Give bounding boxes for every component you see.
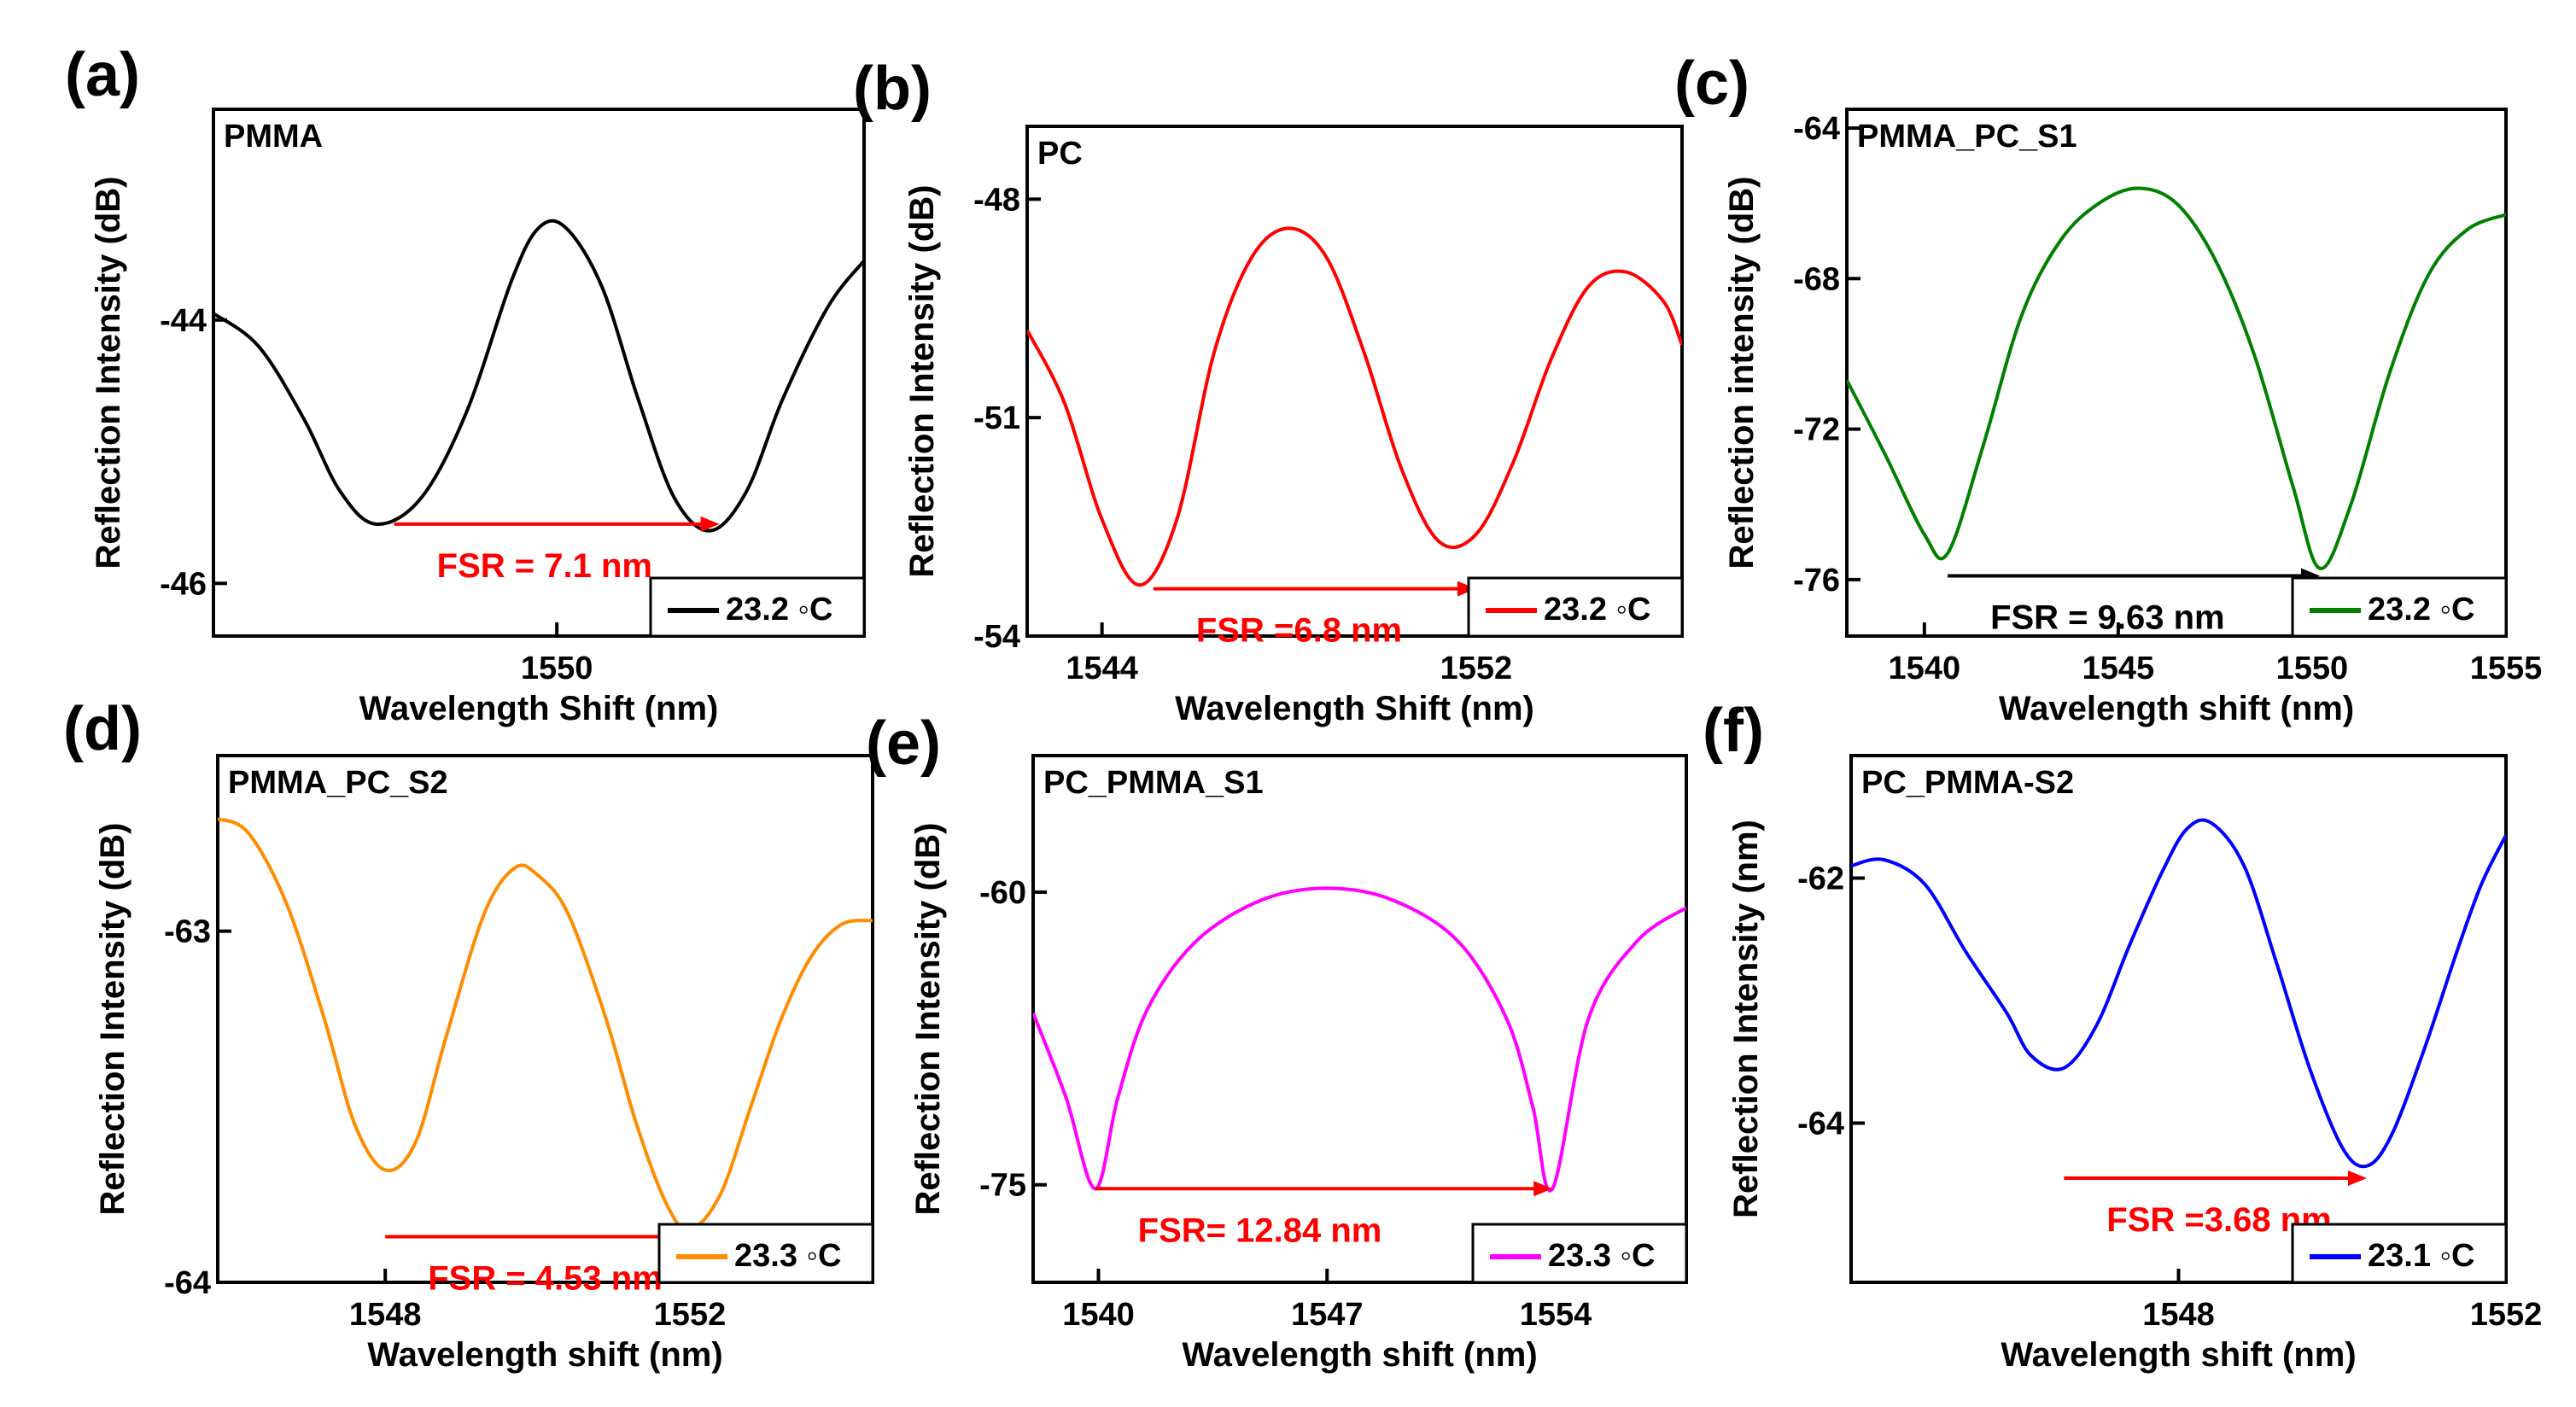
- x-axis-label: Wavelength shift (nm): [1182, 1336, 1537, 1374]
- x-tick-label: 1554: [1520, 1297, 1592, 1333]
- chart-title: PMMA: [224, 119, 323, 155]
- plot-frame: [1845, 108, 2508, 638]
- panel-label: (e): [866, 709, 941, 778]
- fsr-arrow-head: [2348, 1171, 2368, 1187]
- chart-panel-4: (d) PMMA_PC_S2 1548 1552 -63 -64 Wavelength sh…: [63, 695, 874, 1374]
- y-axis-label: Reflection Intensity (dB): [94, 822, 131, 1215]
- series-line: [213, 219, 864, 533]
- chart-panel-6: (f) PC_PMMA-S2 1548 1552 -62 -64 Wavelength sh…: [1703, 697, 2542, 1374]
- y-tick-label: -64: [1793, 111, 1840, 147]
- panel-label: (c): [1674, 50, 1749, 118]
- chart-panel-5: (e) PC_PMMA_S1 1540 1547 1554 -60 -75 Wavelengt…: [866, 709, 1688, 1374]
- x-tick-label: 1555: [2470, 651, 2543, 686]
- legend-box: [649, 576, 866, 638]
- y-tick-label: -64: [164, 1265, 211, 1301]
- chart-title: PC_PMMA_S1: [1043, 765, 1264, 801]
- x-tick-label: 1545: [2082, 651, 2155, 686]
- panel-label: (f): [1703, 697, 1764, 765]
- legend: 23.3 ◦C: [1471, 1223, 1688, 1284]
- chart-title: PMMA_PC_S1: [1857, 119, 2077, 155]
- x-axis-label: Wavelength shift (nm): [2001, 1336, 2356, 1374]
- panel-label: (b): [853, 55, 932, 123]
- series-line: [218, 817, 873, 1232]
- plot-frame: [216, 754, 874, 1284]
- y-tick-label: -64: [1797, 1106, 1844, 1141]
- fsr-annotation: FSR= 12.84 nm: [1138, 1211, 1382, 1249]
- y-tick-label: -75: [979, 1168, 1026, 1204]
- y-axis-label: Reflection Intensity (nm): [1727, 820, 1765, 1218]
- series-line: [1027, 226, 1682, 587]
- legend: 23.2 ◦C: [649, 576, 866, 638]
- fsr-annotation: FSR = 4.53 nm: [428, 1260, 663, 1298]
- legend-box: [1467, 576, 1684, 638]
- chart-title: PMMA_PC_S2: [228, 765, 448, 801]
- x-axis-label: Wavelength shift (nm): [367, 1336, 722, 1374]
- y-tick-label: -48: [973, 182, 1020, 218]
- x-axis-label: Wavelength Shift (nm): [1175, 690, 1534, 727]
- y-axis-label: Reflection intensity (dB): [1723, 176, 1761, 569]
- chart-panel-3: (c) PMMA_PC_S1 1540 1545 1550 1555 -64 -68 -72 -7…: [1674, 50, 2542, 727]
- fsr-annotation: FSR =6.8 nm: [1196, 612, 1402, 650]
- chart-title: PC_PMMA-S2: [1861, 765, 2074, 801]
- series-line: [1033, 886, 1686, 1193]
- y-tick-label: -51: [973, 400, 1020, 436]
- x-tick-label: 1548: [349, 1297, 422, 1333]
- fsr-annotation: FSR = 9.63 nm: [1990, 598, 2225, 636]
- panel-label: (d): [63, 695, 142, 763]
- y-axis-label: Reflection Intensity (dB): [90, 176, 127, 569]
- plot-frame: [212, 108, 866, 638]
- x-tick-label: 1544: [1066, 651, 1138, 686]
- legend-label: 23.1 ◦C: [2368, 1238, 2474, 1274]
- legend-box: [2291, 1223, 2508, 1284]
- x-axis-label: Wavelength Shift (nm): [359, 690, 719, 727]
- y-axis-label: Reflection Intensity (dB): [903, 184, 941, 577]
- chart-panel-2: (b) PC 1544 1552 -48 -51 -54 Wavelength Shift (…: [853, 55, 1684, 727]
- chart-panel-1: (a) PMMA 1550 -44 -46 Wavelength Shift (nm) Re…: [65, 41, 866, 727]
- plot-frame: [1031, 754, 1688, 1284]
- fsr-arrow-head: [700, 516, 720, 532]
- plot-frame: [1025, 125, 1684, 638]
- x-tick-label: 1552: [2470, 1297, 2543, 1333]
- x-tick-label: 1552: [1440, 651, 1513, 686]
- legend-label: 23.2 ◦C: [2368, 592, 2474, 628]
- x-tick-label: 1547: [1291, 1297, 1364, 1333]
- legend: 23.1 ◦C: [2291, 1223, 2508, 1284]
- legend-box: [1471, 1223, 1688, 1284]
- x-axis-label: Wavelength shift (nm): [1999, 690, 2354, 727]
- y-tick-label: -60: [979, 875, 1026, 911]
- fsr-arrow-head: [1457, 581, 1476, 597]
- y-tick-label: -68: [1793, 261, 1840, 297]
- panel-label: (a): [65, 41, 140, 109]
- legend: 23.2 ◦C: [1467, 576, 1684, 638]
- legend-box: [2291, 576, 2508, 638]
- y-tick-label: -63: [164, 914, 211, 950]
- legend-label: 23.3 ◦C: [1548, 1238, 1655, 1274]
- legend-label: 23.2 ◦C: [726, 592, 832, 628]
- y-axis-label: Reflection Intensity (dB): [909, 822, 947, 1215]
- fsr-arrow-head: [1533, 1181, 1553, 1197]
- y-tick-label: -62: [1797, 861, 1844, 896]
- legend-label: 23.3 ◦C: [734, 1238, 841, 1274]
- legend: 23.2 ◦C: [2291, 576, 2508, 638]
- x-tick-label: 1550: [521, 651, 593, 686]
- x-tick-label: 1552: [654, 1297, 727, 1333]
- series-line: [1851, 818, 2506, 1169]
- x-tick-label: 1550: [2276, 651, 2349, 686]
- legend-box: [657, 1223, 874, 1284]
- fsr-annotation: FSR = 7.1 nm: [437, 547, 652, 585]
- x-tick-label: 1540: [1889, 651, 1961, 686]
- y-tick-label: -44: [160, 303, 207, 339]
- legend: 23.3 ◦C: [657, 1223, 874, 1284]
- legend-label: 23.2 ◦C: [1544, 592, 1650, 628]
- y-tick-label: -72: [1793, 412, 1840, 448]
- y-tick-label: -46: [160, 566, 207, 602]
- y-tick-label: -54: [973, 619, 1020, 655]
- series-line: [1847, 186, 2506, 570]
- y-tick-label: -76: [1793, 563, 1840, 598]
- chart-title: PC: [1037, 136, 1083, 172]
- x-tick-label: 1540: [1062, 1297, 1135, 1333]
- x-tick-label: 1548: [2142, 1297, 2215, 1333]
